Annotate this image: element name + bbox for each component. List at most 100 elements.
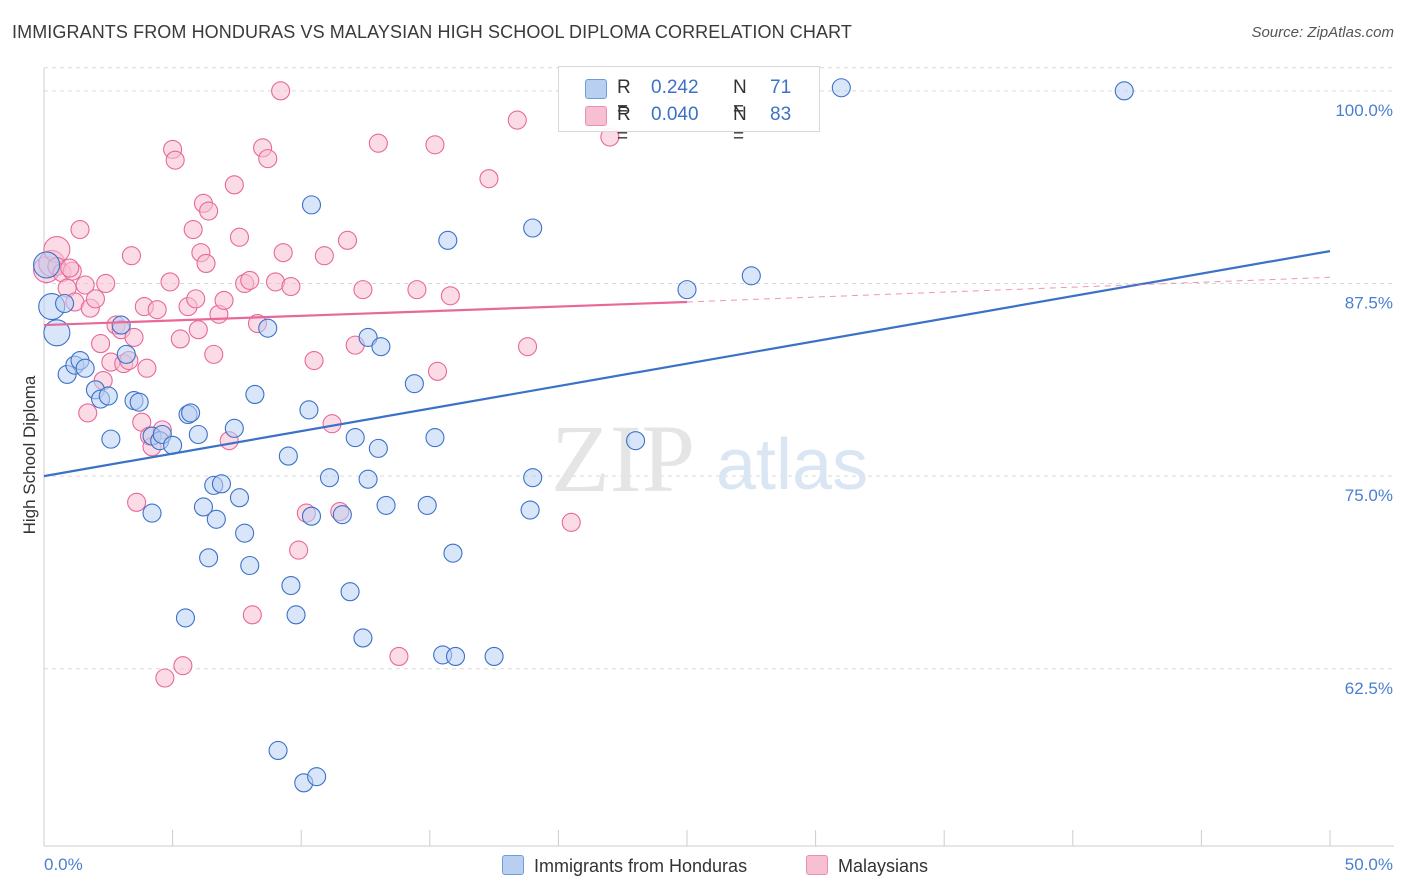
honduras-point bbox=[831, 78, 851, 98]
malaysians-point bbox=[96, 273, 116, 294]
tick-label-layer: 100.0% 87.5% 75.0% 62.5% 0.0% 50.0% bbox=[44, 101, 1393, 874]
malaysians-point bbox=[289, 540, 309, 560]
malaysians-point bbox=[137, 358, 157, 378]
honduras-point bbox=[188, 424, 208, 445]
malaysians-point bbox=[479, 169, 499, 189]
r-label: R = bbox=[617, 104, 631, 147]
watermark-zip: ZIP bbox=[551, 405, 695, 512]
malaysians-point bbox=[91, 334, 111, 354]
y-axis-label: High School Diploma bbox=[20, 375, 39, 535]
honduras-point bbox=[404, 374, 424, 394]
honduras-point bbox=[626, 431, 646, 451]
malaysians-point bbox=[353, 280, 373, 300]
honduras-point bbox=[175, 608, 196, 628]
y-tick-label: 75.0% bbox=[1345, 486, 1393, 505]
honduras-point bbox=[1114, 81, 1134, 101]
honduras-point bbox=[235, 523, 255, 543]
legend-item-honduras[interactable]: Immigrants from Honduras bbox=[502, 852, 747, 877]
honduras-point bbox=[376, 495, 396, 515]
honduras-point bbox=[299, 400, 319, 420]
y-tick-label: 62.5% bbox=[1345, 679, 1393, 698]
y-tick-label: 100.0% bbox=[1335, 101, 1393, 120]
malaysians-point bbox=[78, 403, 98, 423]
honduras-point bbox=[677, 280, 697, 300]
honduras-point bbox=[224, 418, 244, 438]
honduras-point bbox=[438, 230, 458, 250]
honduras-point bbox=[286, 605, 306, 625]
malaysians-point bbox=[214, 290, 234, 310]
honduras-point bbox=[142, 503, 162, 523]
malaysians-point bbox=[127, 492, 147, 512]
honduras-point bbox=[101, 429, 121, 449]
malaysians-point bbox=[281, 277, 301, 297]
malaysians-point bbox=[204, 344, 224, 364]
malaysians-point bbox=[85, 289, 105, 309]
source-label: Source: ZipAtlas.com bbox=[1251, 24, 1394, 41]
grid-layer bbox=[44, 67, 1394, 670]
malaysians-point bbox=[155, 668, 175, 688]
honduras-point bbox=[281, 575, 301, 596]
honduras-point bbox=[520, 500, 540, 520]
malaysians-point bbox=[337, 230, 358, 250]
malaysians-point bbox=[517, 337, 538, 357]
honduras-point bbox=[443, 543, 463, 563]
honduras-point bbox=[129, 392, 149, 412]
malaysians-point bbox=[75, 275, 95, 295]
honduras-point bbox=[43, 319, 71, 347]
malaysians-point bbox=[368, 133, 388, 153]
watermark: ZIP atlas bbox=[551, 405, 868, 512]
legend-label: Immigrants from Honduras bbox=[534, 856, 748, 876]
honduras-point bbox=[278, 446, 298, 466]
malaysians-point bbox=[427, 361, 448, 381]
malaysians-point bbox=[561, 512, 581, 532]
stats-box: R = 0.242 N = 71 R = 0.040 N = 83 bbox=[558, 66, 820, 147]
legend-pink-swatch bbox=[806, 855, 828, 875]
malaysians-point bbox=[273, 243, 293, 263]
honduras-points bbox=[33, 78, 1134, 793]
malaysians-point bbox=[224, 175, 244, 195]
malaysians-point bbox=[160, 272, 180, 292]
x-tick-label: 50.0% bbox=[1345, 855, 1393, 874]
malaysians-point bbox=[271, 81, 291, 101]
malaysians-point bbox=[186, 289, 206, 309]
malaysians-point bbox=[240, 270, 260, 290]
n-label: N = bbox=[733, 77, 747, 120]
honduras-point bbox=[268, 740, 288, 760]
honduras-trend-line bbox=[43, 250, 1331, 478]
malaysians-point bbox=[183, 219, 203, 240]
n-label: N = bbox=[733, 104, 747, 147]
watermark-atlas: atlas bbox=[716, 425, 868, 505]
honduras-point bbox=[523, 468, 543, 488]
honduras-point bbox=[425, 428, 445, 448]
r-label: R = bbox=[617, 77, 631, 120]
malaysians-point bbox=[229, 227, 250, 247]
honduras-point bbox=[75, 358, 95, 378]
honduras-point bbox=[353, 628, 373, 648]
honduras-point bbox=[111, 315, 131, 335]
malaysians-point bbox=[173, 656, 193, 676]
malaysians-point bbox=[124, 327, 144, 347]
malaysians-point bbox=[196, 253, 216, 273]
honduras-point bbox=[55, 293, 75, 314]
malaysians-point bbox=[389, 646, 409, 666]
honduras-point bbox=[307, 767, 327, 787]
n-value: 71 bbox=[770, 77, 792, 98]
malaysians-trend-extension bbox=[686, 276, 1331, 303]
honduras-point bbox=[199, 548, 219, 568]
honduras-point bbox=[116, 344, 136, 364]
y-tick-label: 87.5% bbox=[1345, 293, 1393, 312]
malaysians-point bbox=[440, 286, 460, 306]
malaysians-point bbox=[425, 135, 445, 155]
honduras-point bbox=[484, 646, 504, 666]
malaysians-point bbox=[507, 110, 527, 130]
malaysians-point bbox=[170, 329, 190, 349]
honduras-point bbox=[240, 555, 260, 576]
honduras-point bbox=[741, 266, 761, 286]
honduras-point bbox=[358, 327, 378, 347]
honduras-point bbox=[301, 506, 322, 526]
legend-blue-swatch bbox=[502, 855, 524, 875]
malaysians-point bbox=[407, 280, 427, 300]
honduras-point bbox=[340, 582, 360, 602]
chart-title: IMMIGRANTS FROM HONDURAS VS MALAYSIAN HI… bbox=[12, 22, 852, 42]
legend-item-malaysians[interactable]: Malaysians bbox=[806, 852, 928, 877]
